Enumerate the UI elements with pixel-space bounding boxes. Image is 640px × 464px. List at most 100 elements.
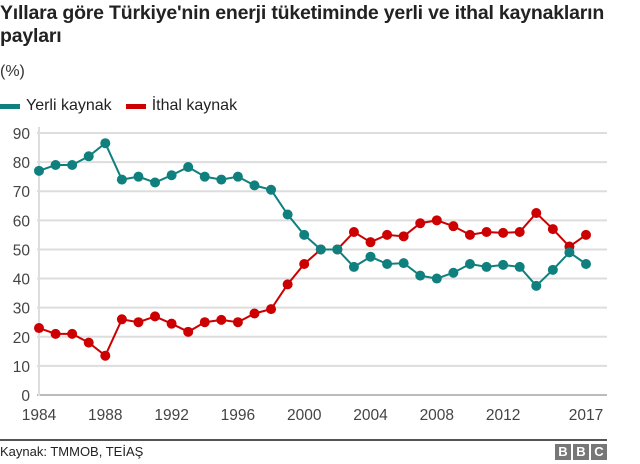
data-point (481, 261, 492, 272)
x-tick-label: 1988 (88, 407, 122, 424)
data-point (249, 308, 260, 319)
data-point (398, 231, 409, 242)
data-point (498, 227, 509, 238)
x-tick-label: 1992 (154, 407, 188, 424)
data-point (547, 264, 558, 275)
data-point (299, 229, 310, 240)
chart-title: Yıllara göre Türkiye'nin enerji tüketimi… (0, 2, 605, 47)
data-point (216, 314, 227, 325)
data-point (564, 247, 575, 258)
data-point (431, 215, 442, 226)
y-axis: 0 10 20 30 40 50 60 70 80 90 (13, 126, 31, 405)
data-point (365, 251, 376, 262)
data-point (531, 280, 542, 291)
data-point (133, 317, 144, 328)
legend-item-yerli: Yerli kaynak (0, 97, 112, 115)
x-tick-label: 2004 (353, 407, 388, 424)
y-tick-label: 40 (13, 272, 31, 289)
y-tick-label: 60 (13, 213, 31, 230)
y-tick-label: 50 (13, 242, 31, 259)
data-point (67, 328, 78, 339)
data-point (448, 221, 459, 232)
data-point (514, 226, 525, 237)
data-point (348, 261, 359, 272)
data-point (183, 162, 194, 173)
data-point (514, 261, 525, 272)
data-point (547, 224, 558, 235)
y-tick-label: 70 (13, 184, 31, 201)
series-lines (34, 138, 591, 361)
data-point (431, 273, 442, 284)
x-axis: 1984 1988 1992 1996 2000 2004 2008 2012 2017 (22, 407, 603, 424)
data-point (83, 151, 94, 162)
data-point (448, 267, 459, 278)
x-tick-label: 2012 (486, 407, 520, 424)
data-point (116, 314, 127, 325)
data-point (531, 208, 542, 219)
y-tick-label: 30 (13, 301, 31, 318)
footer-divider (0, 439, 607, 441)
data-point (282, 209, 293, 220)
logo-letter: B (555, 444, 571, 460)
logo-letter: B (573, 444, 589, 460)
data-point (398, 258, 409, 269)
x-tick-label: 2017 (569, 407, 603, 424)
source-note: Kaynak: TMMOB, TEİAŞ (0, 444, 144, 459)
data-point (299, 259, 310, 269)
data-point (266, 184, 277, 195)
data-point (315, 244, 326, 255)
legend-item-ithal: İthal kaynak (125, 97, 238, 115)
data-point (116, 174, 127, 185)
data-point (133, 171, 144, 182)
data-point (249, 180, 260, 191)
y-tick-label: 10 (13, 359, 31, 376)
legend: Yerli kaynak İthal kaynak (0, 97, 251, 115)
data-point (34, 323, 44, 334)
data-point (232, 317, 243, 328)
data-point (415, 218, 426, 229)
y-tick-label: 20 (13, 330, 31, 347)
legend-label: Yerli kaynak (26, 97, 112, 114)
legend-swatch-teal-icon (0, 103, 20, 109)
x-tick-label: 2000 (287, 407, 322, 424)
data-point (183, 326, 194, 337)
data-point (232, 171, 243, 182)
bbc-logo: B B C (555, 444, 607, 460)
data-point (50, 160, 61, 171)
data-point (216, 174, 227, 185)
data-point (266, 304, 277, 315)
x-tick-label: 1984 (22, 407, 57, 424)
x-tick-label: 2008 (420, 407, 454, 424)
y-tick-label: 90 (13, 126, 31, 143)
data-point (67, 160, 78, 171)
logo-letter: C (591, 444, 607, 460)
data-point (199, 171, 210, 182)
chart-subtitle: (%) (0, 63, 25, 80)
data-point (415, 270, 426, 281)
data-point (481, 226, 492, 237)
data-point (282, 279, 293, 290)
data-point (166, 170, 177, 181)
legend-swatch-red-icon (125, 103, 146, 109)
data-point (100, 350, 111, 361)
data-point (150, 311, 161, 322)
data-point (382, 259, 393, 269)
data-point (332, 244, 343, 255)
data-point (100, 138, 111, 149)
line-chart: 0 10 20 30 40 50 60 70 80 90 1984 1988 1992 1996 2000… (13, 126, 607, 424)
data-point (50, 328, 61, 339)
legend-label: İthal kaynak (151, 97, 238, 114)
data-point (150, 177, 161, 188)
data-point (365, 237, 376, 248)
data-point (348, 226, 359, 237)
data-point (498, 259, 509, 270)
data-point (581, 229, 591, 240)
data-point (83, 337, 94, 348)
y-tick-label: 80 (13, 155, 31, 172)
data-point (464, 259, 475, 269)
data-point (166, 318, 177, 329)
data-point (382, 229, 393, 240)
gridlines (37, 127, 607, 396)
data-point (581, 259, 591, 269)
series-line (38, 141, 587, 288)
